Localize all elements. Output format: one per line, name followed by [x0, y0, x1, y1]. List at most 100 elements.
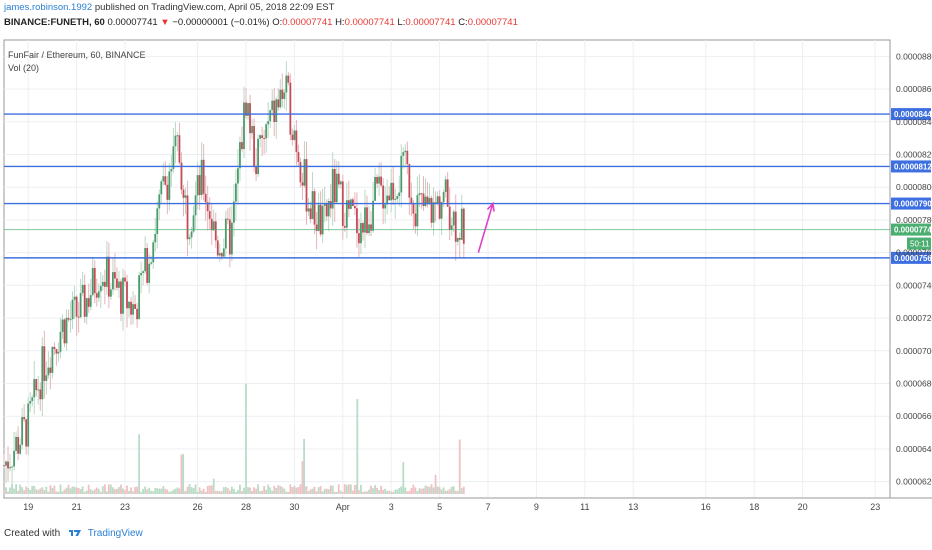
volume-bar — [382, 489, 385, 494]
volume-bar — [456, 490, 459, 494]
candle-body — [239, 142, 241, 169]
volume-bar — [122, 488, 124, 494]
volume-bar — [402, 462, 405, 494]
volume-bar — [192, 488, 195, 494]
volume-bar — [160, 488, 163, 494]
volume-bar — [354, 484, 356, 494]
candle-body — [323, 203, 326, 206]
candle-body — [404, 150, 407, 153]
author-link[interactable]: james.robinson.1992 — [4, 2, 93, 13]
candle-body — [105, 256, 108, 287]
candle-body — [134, 304, 136, 309]
candle-body — [53, 346, 56, 350]
candle-body — [297, 152, 300, 163]
candle-body — [386, 195, 389, 205]
candle-body — [305, 159, 308, 212]
candle-body — [275, 99, 278, 122]
volume-bar — [390, 491, 393, 494]
candle-body — [107, 256, 110, 297]
volume-bar — [313, 486, 316, 494]
candle-body — [142, 271, 145, 273]
volume-bar — [99, 491, 102, 494]
open-label: O: — [272, 17, 283, 28]
candle-body — [253, 126, 255, 167]
candle-body — [366, 207, 368, 233]
candle-body — [228, 219, 231, 255]
volume-bar — [89, 489, 92, 494]
candle-body — [358, 233, 360, 244]
volume-bar — [146, 489, 149, 494]
candle-body — [247, 103, 249, 116]
candle-body — [224, 218, 227, 249]
volume-bar — [67, 484, 70, 494]
pair-legend: FunFair / Ethereum, 60, BINANCE — [8, 50, 146, 60]
volume-bar — [112, 487, 114, 494]
tradingview-brand[interactable]: TradingView — [87, 528, 143, 539]
volume-bar — [172, 489, 175, 494]
volume-bar — [426, 486, 429, 494]
volume-bar — [45, 486, 48, 494]
candle-body — [418, 193, 421, 196]
candle-body — [299, 162, 302, 183]
volume-bar — [124, 490, 126, 494]
candle-body — [138, 275, 141, 320]
candle-body — [293, 130, 296, 140]
volume-bar — [77, 487, 80, 494]
candle-body — [89, 295, 92, 307]
volume-bar — [27, 488, 30, 494]
candle-body — [261, 135, 264, 139]
volume-bar — [380, 485, 383, 494]
candle-body — [69, 319, 72, 321]
candle-body — [3, 465, 5, 467]
x-tick-label: 7 — [485, 502, 490, 512]
volume-spike — [356, 399, 359, 494]
candle-body — [39, 389, 42, 400]
volume-bar — [59, 484, 62, 494]
trend-arrow — [477, 201, 495, 253]
high-value: 0.00007741 — [344, 17, 395, 28]
candle-body — [218, 253, 221, 256]
candle-body — [343, 225, 346, 228]
volume-bar — [194, 484, 197, 494]
candle-body — [271, 100, 274, 111]
candle-body — [180, 162, 183, 190]
candle-body — [422, 193, 425, 207]
candle-body — [273, 100, 276, 122]
volume-bar — [392, 491, 395, 494]
candlestick-series — [3, 61, 465, 486]
candle-body — [398, 192, 401, 197]
volume-bar — [267, 484, 270, 494]
volume-bar — [152, 491, 155, 494]
candle-body — [172, 146, 175, 169]
volume-bar — [277, 485, 280, 494]
volume-bar — [315, 491, 318, 494]
volume-bar — [226, 488, 229, 494]
volume-bar — [212, 478, 215, 494]
candle-body — [384, 204, 387, 209]
volume-bar — [9, 487, 11, 494]
volume-bar — [317, 487, 320, 494]
candle-body — [47, 367, 50, 376]
volume-bar — [420, 488, 423, 494]
candle-body — [206, 202, 209, 212]
volume-bar — [273, 485, 276, 494]
volume-bar — [251, 491, 253, 494]
volume-bar — [323, 488, 326, 494]
volume-bar — [422, 488, 425, 494]
candle-body — [269, 110, 272, 122]
candle-body — [333, 168, 336, 203]
candle-body — [226, 218, 229, 220]
volume-legend: Vol (20) — [8, 63, 40, 73]
volume-bar — [347, 484, 350, 494]
volume-bar — [11, 484, 13, 494]
x-tick-label: 28 — [241, 502, 251, 512]
volume-bar — [57, 491, 60, 494]
volume-bar — [307, 491, 310, 494]
volume-bar — [206, 485, 209, 494]
candle-body — [444, 179, 447, 193]
candle-body — [307, 208, 310, 212]
candle-body — [454, 211, 457, 242]
candle-body — [265, 124, 268, 139]
volume-bar — [343, 484, 346, 494]
